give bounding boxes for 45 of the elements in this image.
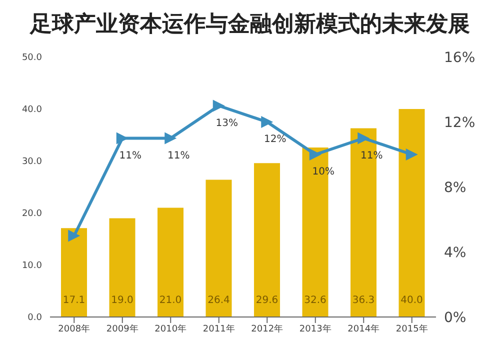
bar <box>254 163 280 317</box>
data-label: 13% <box>216 118 238 129</box>
y-tick-label: 10.0 <box>22 261 42 272</box>
x-tick-label: 2008年 <box>58 323 90 334</box>
data-label: 21.0 <box>159 295 182 306</box>
data-label: 26.4 <box>208 295 230 306</box>
chart-title: 足球产业资本运作与金融创新模式的未来发展 <box>28 11 471 39</box>
point <box>358 132 370 144</box>
x-tick-label: 2011年 <box>202 323 235 334</box>
x-tick-label: 2012年 <box>251 323 284 334</box>
bar <box>61 228 87 317</box>
bar <box>109 218 136 317</box>
x-tick-label: 2014年 <box>348 323 380 334</box>
x-tick-label: 2015年 <box>396 323 428 334</box>
bar <box>158 208 184 317</box>
y-tick-label: 0.0 <box>28 313 42 324</box>
data-label: 11% <box>119 150 142 162</box>
y2-tick-label: 8% <box>444 180 466 196</box>
data-label: 32.6 <box>304 295 326 306</box>
data-label: 19.0 <box>111 295 134 306</box>
point <box>212 100 225 112</box>
point <box>309 148 322 160</box>
y2-tick-label: 12% <box>444 114 476 131</box>
data-label: 36.3 <box>352 295 375 306</box>
data-label: 17.1 <box>62 295 86 306</box>
data-label: 40.0 <box>400 295 423 306</box>
y-tick-label: 30.0 <box>22 157 42 168</box>
point <box>261 116 274 128</box>
y-tick-label: 20.0 <box>22 209 42 220</box>
x-tick-label: 2010年 <box>154 323 187 334</box>
point <box>406 148 418 160</box>
y-tick-label: 50.0 <box>22 53 42 64</box>
bar <box>206 180 232 317</box>
data-label: 12% <box>264 134 286 145</box>
point <box>68 230 80 242</box>
x-tick-label: 2013年 <box>299 323 332 334</box>
bar <box>398 109 425 317</box>
data-label: 29.6 <box>256 295 278 306</box>
y2-tick-label: 0% <box>444 310 466 326</box>
y2-tick-label: 4% <box>444 244 466 261</box>
x-tick-label: 2009年 <box>106 323 138 334</box>
point <box>164 132 177 144</box>
y-tick-label: 40.0 <box>22 105 42 116</box>
y2-tick-label: 16% <box>444 50 476 66</box>
data-label: 11% <box>168 150 190 162</box>
